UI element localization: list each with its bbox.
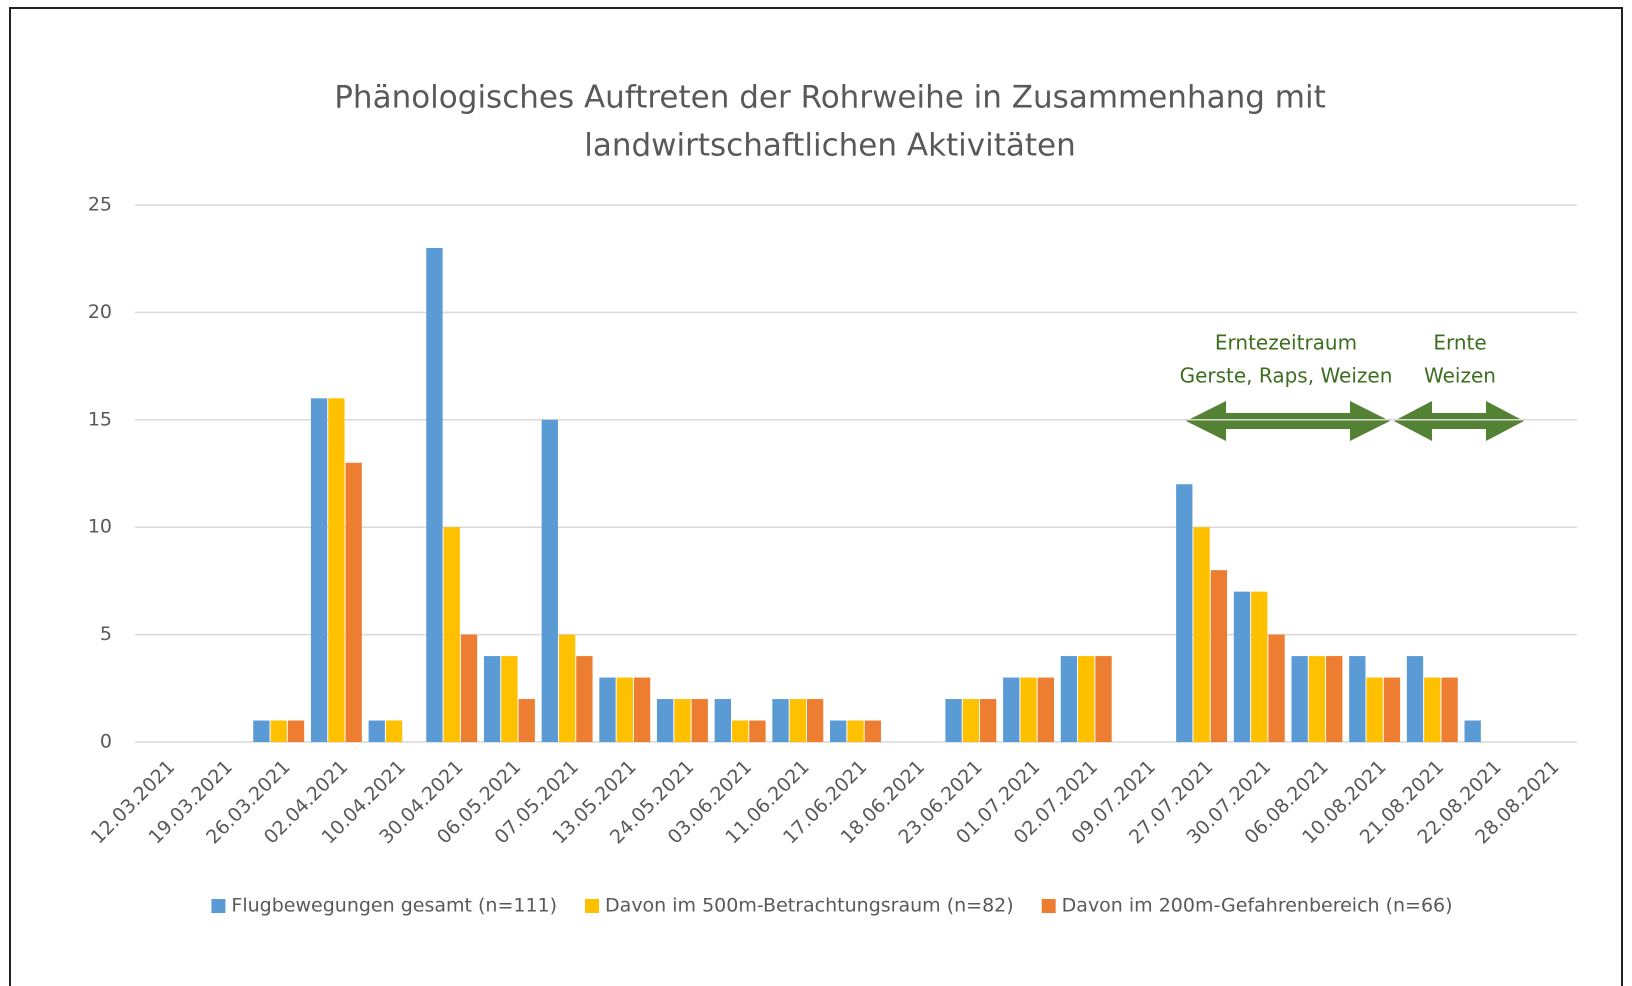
bar — [1233, 591, 1251, 742]
bar — [749, 720, 766, 742]
bar — [962, 699, 980, 742]
bar — [1383, 677, 1401, 742]
bar — [1366, 677, 1383, 742]
bar — [830, 720, 847, 742]
bar — [328, 398, 345, 742]
bar — [731, 720, 749, 742]
arrow — [1186, 401, 1390, 441]
bar — [657, 699, 674, 742]
bar — [1326, 656, 1343, 742]
y-tick-label: 0 — [100, 731, 112, 753]
bar — [691, 699, 708, 742]
legend-swatch — [1041, 899, 1056, 913]
bar — [460, 634, 478, 742]
bar — [1020, 677, 1037, 742]
bar — [847, 720, 864, 742]
bar — [576, 656, 593, 742]
annotation: Gerste, Raps, Weizen — [1180, 364, 1393, 388]
bar — [616, 677, 633, 742]
bar — [483, 656, 501, 742]
bar — [945, 699, 962, 742]
y-tick-label: 20 — [88, 301, 112, 323]
legend-swatch — [211, 899, 226, 913]
bar — [1441, 677, 1458, 742]
bar — [1406, 656, 1424, 742]
y-tick-label: 10 — [88, 516, 112, 538]
legend-swatch — [585, 899, 600, 913]
bar — [1095, 656, 1112, 742]
legend: Flugbewegungen gesamt (n=111) Davon im 50… — [211, 895, 1453, 917]
bar — [541, 419, 558, 742]
bar — [1176, 484, 1193, 742]
bar — [599, 677, 616, 742]
bar — [287, 720, 305, 742]
bar — [1308, 656, 1326, 742]
bar — [368, 720, 385, 742]
y-tick-label: 25 — [88, 194, 112, 216]
bar — [772, 699, 789, 742]
bar — [1193, 527, 1210, 742]
bar — [270, 720, 287, 742]
chart-title: landwirtschaftlichen Aktivitäten — [584, 128, 1076, 164]
bar — [345, 462, 362, 742]
bar — [714, 699, 731, 742]
bar — [1210, 570, 1228, 742]
bar — [518, 699, 535, 742]
bar — [1268, 634, 1285, 742]
bar — [1078, 656, 1095, 742]
legend-label: Davon im 500m-Betrachtungsraum (n=82) — [605, 895, 1014, 917]
bar — [633, 677, 651, 742]
bar — [1251, 591, 1268, 742]
frame — [9, 7, 1623, 986]
bar — [310, 398, 328, 742]
bar — [1003, 677, 1020, 742]
annotation: Weizen — [1424, 364, 1496, 388]
bar — [385, 720, 403, 742]
legend-label: Flugbewegungen gesamt (n=111) — [231, 895, 557, 917]
arrow — [1394, 401, 1524, 441]
legend-label: Davon im 200m-Gefahrenbereich (n=66) — [1062, 895, 1453, 917]
bar — [1291, 656, 1308, 742]
bar — [443, 527, 460, 742]
y-tick-label: 15 — [88, 408, 112, 430]
bar — [789, 699, 806, 742]
y-tick-label: 5 — [100, 623, 112, 645]
bar — [1424, 677, 1441, 742]
bar — [1060, 656, 1078, 742]
bar — [864, 720, 881, 742]
chart-title: Phänologisches Auftreten der Rohrweihe i… — [334, 80, 1326, 116]
annotation: Ernte — [1433, 331, 1486, 355]
bar — [501, 656, 518, 742]
bar — [253, 720, 270, 742]
bar — [558, 634, 576, 742]
bar — [806, 699, 824, 742]
bar — [980, 699, 997, 742]
bar — [674, 699, 691, 742]
bar — [1464, 720, 1481, 742]
bar — [1037, 677, 1054, 742]
bar — [1349, 656, 1366, 742]
bar — [426, 247, 443, 742]
annotation: Erntezeitraum — [1215, 331, 1357, 355]
